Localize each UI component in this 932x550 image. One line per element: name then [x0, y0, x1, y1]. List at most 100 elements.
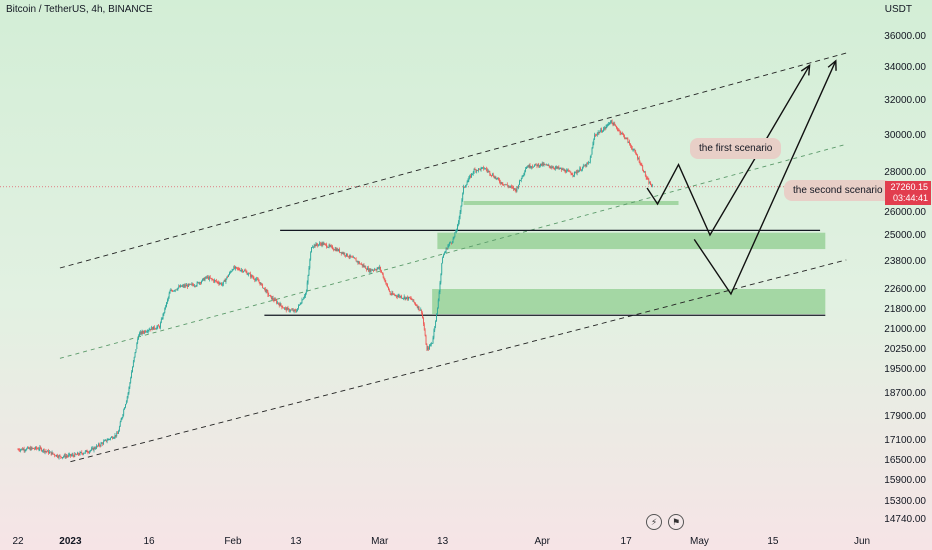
candle-body — [148, 329, 150, 331]
candle-body — [215, 280, 216, 281]
candle-body — [527, 166, 529, 168]
candle-body — [213, 279, 215, 282]
candle-body — [30, 447, 32, 451]
time-axis-tick: Mar — [371, 536, 389, 547]
candle-body — [252, 276, 254, 278]
candle-body — [538, 164, 540, 167]
candle-body — [404, 296, 406, 300]
candle-body — [157, 325, 159, 327]
candle-body — [172, 290, 174, 292]
candle-body — [349, 255, 351, 258]
candle-body — [375, 269, 377, 271]
candle-body — [117, 432, 119, 434]
time-axis-tick: Jun — [854, 536, 870, 547]
candle-body — [599, 131, 601, 133]
candle-body — [591, 148, 593, 155]
candle-body — [439, 282, 441, 292]
candle-body — [63, 454, 65, 457]
candle-body — [576, 171, 578, 174]
candle-body — [328, 245, 330, 248]
time-axis-tick: May — [690, 536, 709, 547]
candle-body — [353, 257, 354, 259]
candle-body — [608, 124, 610, 125]
candle-body — [355, 259, 357, 262]
candle-body — [63, 456, 64, 458]
candle-body — [95, 448, 97, 450]
candle-body — [228, 274, 229, 277]
candle-body — [487, 170, 489, 172]
candle-body — [396, 296, 398, 297]
candle-body — [93, 447, 95, 451]
candle-body — [155, 328, 157, 330]
candle-body — [70, 455, 72, 457]
candle-body — [291, 309, 293, 311]
candle-body — [235, 266, 236, 269]
candle-body — [612, 122, 614, 126]
candle-body — [166, 302, 167, 307]
candle-body — [89, 451, 91, 453]
scenario-arrowhead-0 — [800, 64, 811, 76]
lightning-icon[interactable]: ⚡ — [646, 514, 662, 530]
candle-body — [273, 299, 275, 301]
candle-body — [626, 137, 628, 139]
candle-body — [106, 440, 108, 442]
candle-body — [511, 186, 513, 188]
candle-body — [425, 335, 427, 345]
candle-body — [73, 455, 75, 457]
candle-body — [182, 285, 184, 287]
candle-body — [553, 167, 554, 169]
candle-body — [462, 192, 464, 200]
candle-body — [154, 328, 156, 330]
candle-body — [187, 285, 188, 287]
candle-body — [68, 454, 70, 457]
candle-body — [192, 283, 194, 285]
candle-body — [628, 141, 630, 143]
candle-body — [338, 249, 340, 251]
candle-body — [94, 447, 96, 449]
candle-body — [197, 282, 199, 284]
candle-body — [150, 329, 152, 330]
candle-body — [597, 132, 599, 134]
candle-body — [105, 439, 107, 442]
candle-body — [645, 176, 647, 178]
candle-body — [214, 280, 215, 282]
candle-body — [416, 305, 418, 308]
second-scenario-note[interactable]: the second scenario — [784, 180, 892, 201]
time-axis-tick: Feb — [224, 536, 242, 547]
candle-body — [41, 448, 42, 451]
candle-body — [86, 450, 88, 453]
candle-body — [437, 300, 439, 309]
flag-icon[interactable]: ⚑ — [668, 514, 684, 530]
candle-body — [386, 283, 388, 285]
candle-body — [145, 330, 146, 333]
first-scenario-note[interactable]: the first scenario — [690, 138, 782, 159]
candle-body — [495, 176, 497, 179]
candle-body — [71, 454, 73, 456]
candle-body — [208, 277, 210, 280]
candle-body — [285, 307, 287, 311]
candle-body — [331, 245, 333, 247]
candle-body — [502, 184, 504, 185]
candle-body — [436, 308, 438, 314]
candle-body — [156, 326, 158, 329]
candle-body — [227, 276, 229, 278]
candle-body — [387, 284, 388, 287]
candle-body — [466, 182, 468, 185]
candle-body — [257, 279, 259, 282]
price-axis-tick: 20250.00 — [884, 344, 926, 355]
candle-body — [23, 448, 25, 451]
candle-body — [21, 448, 23, 451]
candle-body — [56, 454, 57, 457]
chart-footer-icons: ⚡ ⚑ — [646, 514, 684, 530]
candle-body — [161, 318, 163, 320]
candle-body — [359, 261, 361, 264]
candle-body — [88, 452, 90, 454]
candle-body — [410, 298, 412, 300]
candle-body — [464, 186, 466, 188]
candle-body — [482, 167, 484, 169]
candle-body — [360, 263, 362, 265]
candle-body — [364, 266, 366, 268]
candle-body — [78, 454, 80, 456]
